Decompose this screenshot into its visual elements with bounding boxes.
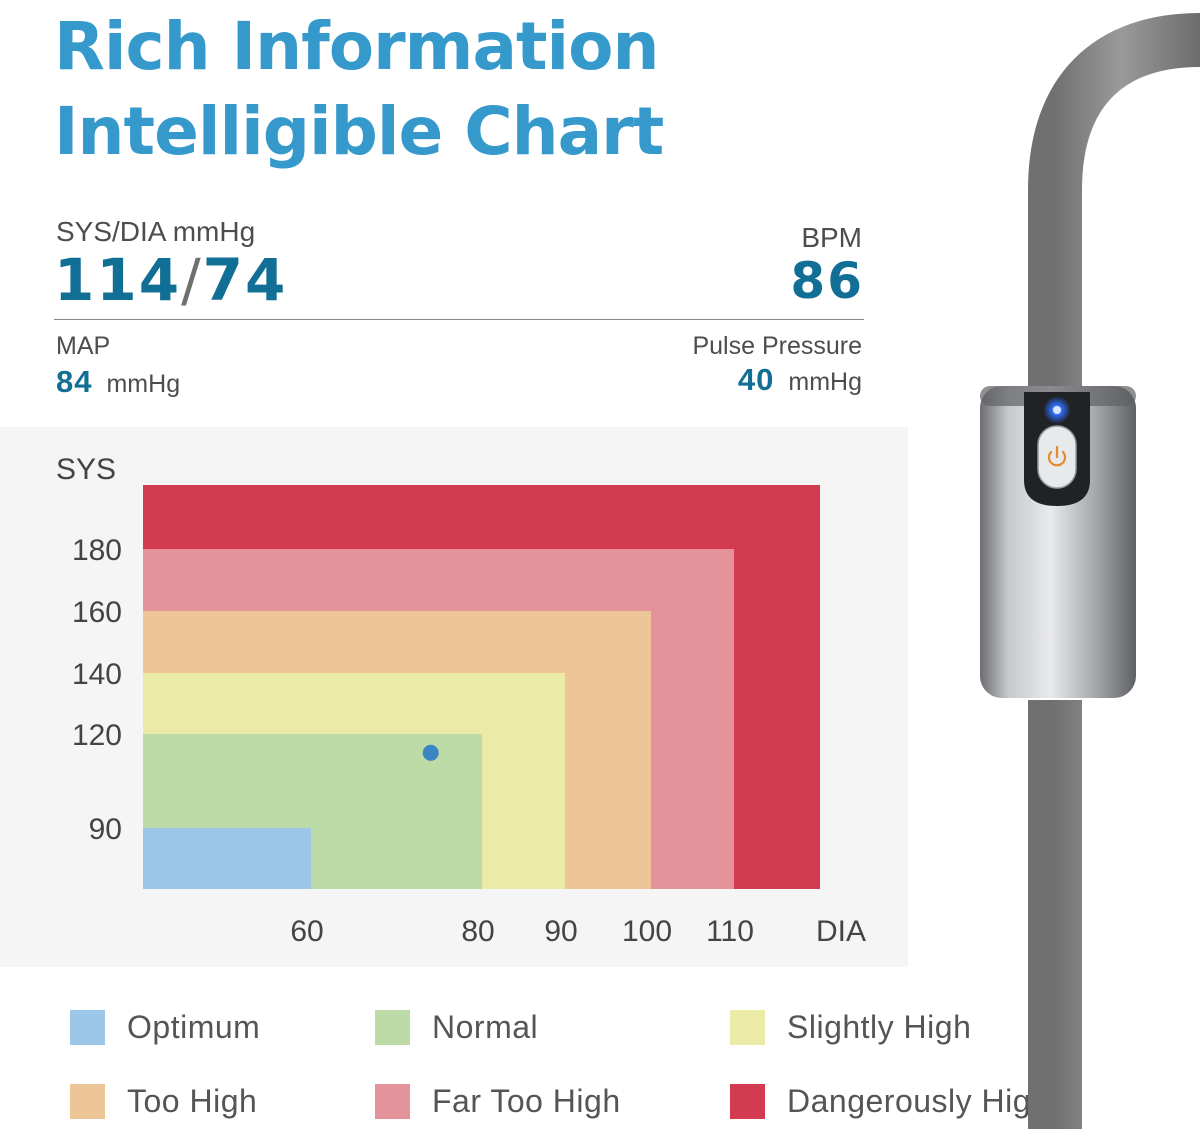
sysdia-value: 114/74 [54,246,287,314]
legend-label: Dangerously High [787,1082,1050,1119]
legend-swatch [375,1083,410,1119]
y-tick-label: 180 [72,534,122,567]
sysdia-label: SYS/DIA mmHg [56,216,256,247]
blood-pressure-monitor-device [980,13,1200,1129]
bpm-value: 86 [790,252,864,310]
bp-classification-chart: 90 120 140 160 180 60 80 90 100 110 SYS DIA [56,453,866,948]
y-tick-label: 140 [72,658,122,691]
bpm-label: BPM [801,222,862,253]
map-reading: 84 mmHg [56,364,180,400]
divider [54,319,864,320]
slash: / [181,246,203,314]
legend-item: Optimum [70,1007,260,1047]
legend-item: Dangerously High [730,1081,1049,1121]
readings-panel: SYS/DIA mmHg 114/74 BPM 86 MAP 84 mmHg Pu… [54,216,864,406]
legend-label: Normal [432,1008,539,1045]
x-tick-label: 80 [461,915,494,948]
legend-label: Slightly High [787,1008,972,1045]
dia-value: 74 [202,246,288,314]
legend-swatch [70,1009,105,1045]
y-tick-label: 120 [72,719,122,752]
pulse-pressure-value: 40 [737,362,775,397]
legend-item: Slightly High [730,1007,971,1047]
legend: Optimum Normal Slightly High Too High Far To… [0,1000,1200,1129]
sys-value: 114 [54,246,182,314]
pulse-pressure-reading: 40 mmHg [738,362,862,398]
y-tick-label: 160 [72,596,122,629]
map-value: 84 [56,364,93,399]
y-tick-label: 90 [89,813,122,846]
legend-item: Too High [70,1081,257,1121]
chart-panel: 90 120 140 160 180 60 80 90 100 110 SYS DIA [0,427,908,967]
pulse-pressure-label: Pulse Pressure [692,332,862,360]
headline-line-1: Rich Information [54,8,660,85]
legend-swatch [70,1083,105,1119]
x-axis-label: DIA [816,915,866,948]
pulse-pressure-unit: mmHg [788,368,862,396]
legend-swatch [730,1083,765,1119]
legend-swatch [375,1009,410,1045]
legend-label: Optimum [127,1008,261,1045]
x-tick-label: 110 [706,915,754,948]
legend-label: Far Too High [432,1082,621,1119]
device-body [980,386,1136,698]
zone-optimum [143,828,311,889]
x-tick-label: 90 [544,915,577,948]
y-axis-label: SYS [56,453,116,486]
x-tick-label: 60 [290,915,323,948]
legend-swatch [730,1009,765,1045]
legend-item: Normal [375,1007,538,1047]
legend-label: Too High [127,1082,258,1119]
headline: Rich Information Intelligible Chart [54,4,664,174]
reading-point [422,744,439,761]
map-unit: mmHg [106,370,181,398]
power-icon [1047,445,1067,467]
x-tick-label: 100 [622,915,672,948]
map-label: MAP [56,332,111,360]
cuff-tube [1028,13,1200,1129]
legend-item: Far Too High [375,1081,621,1121]
headline-line-2: Intelligible Chart [54,93,664,170]
